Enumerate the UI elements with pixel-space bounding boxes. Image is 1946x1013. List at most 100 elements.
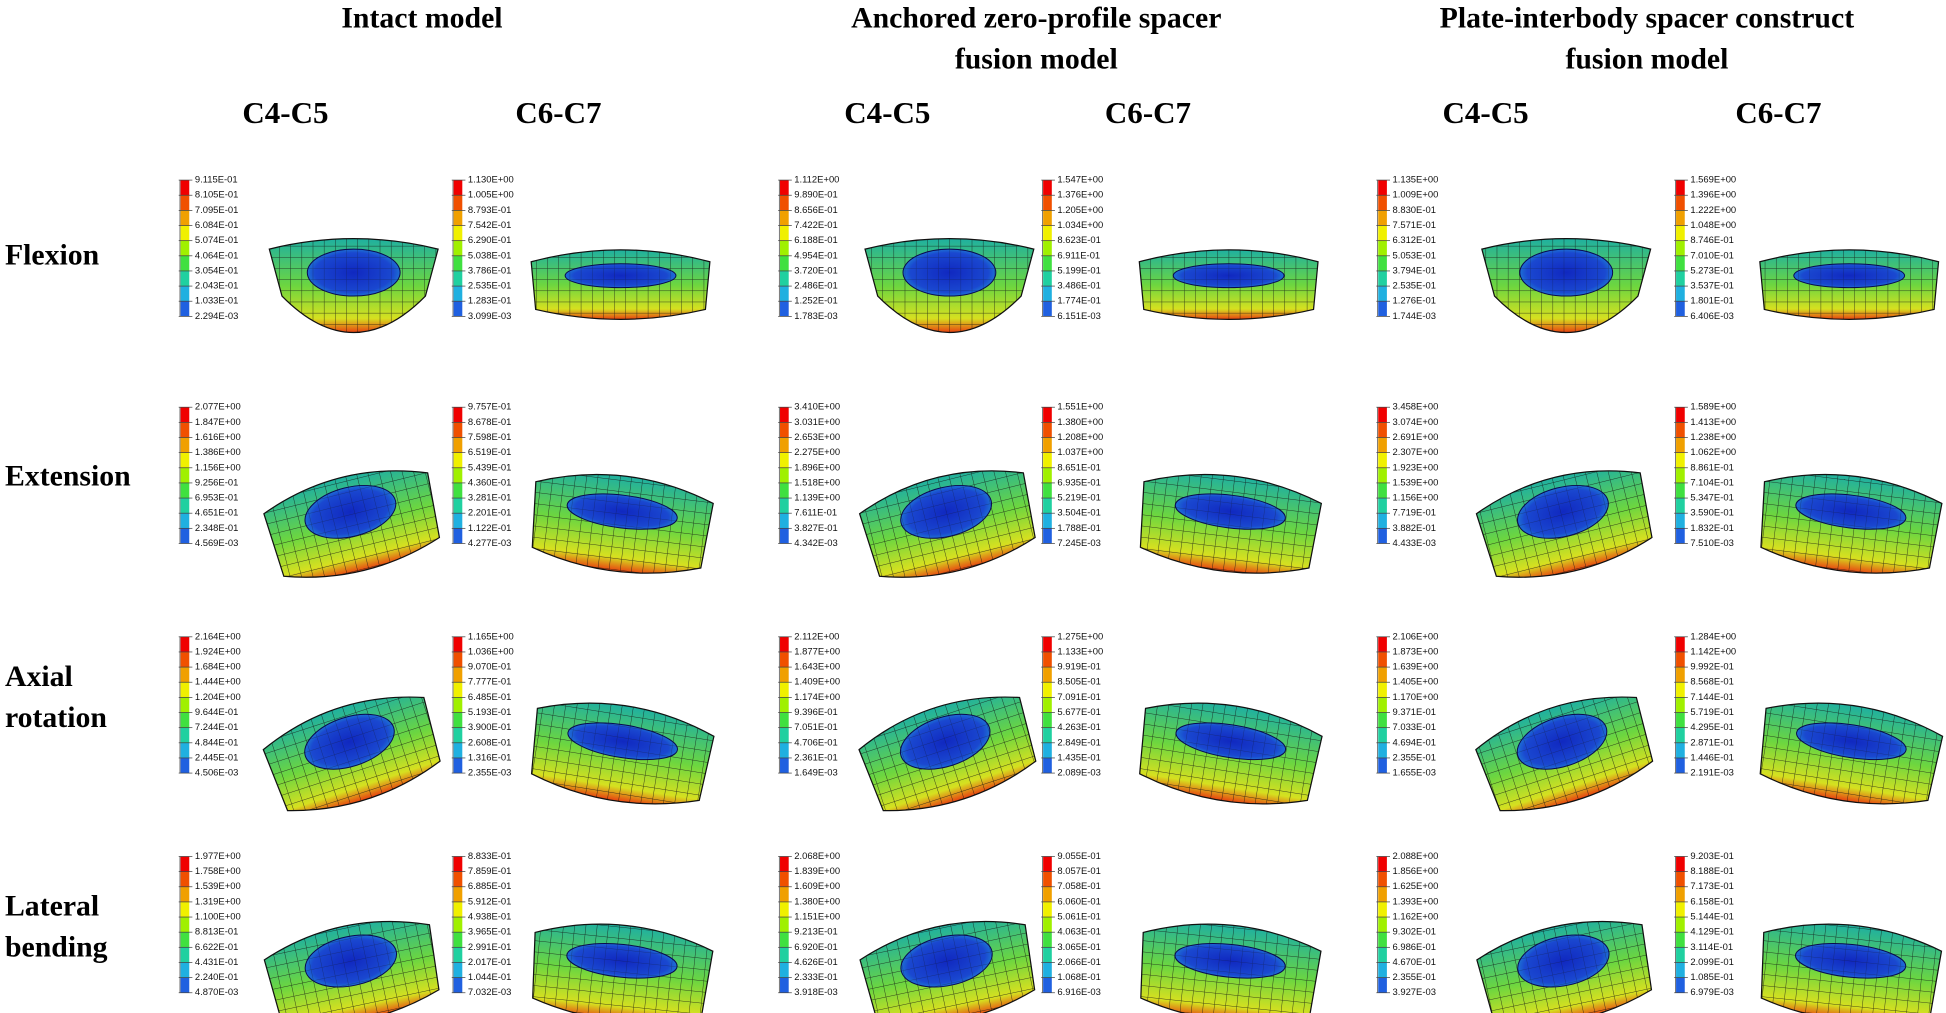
legend-label: 2.653E+00 [794, 431, 840, 442]
legend-swatch [780, 636, 789, 652]
legend-label: 1.316E-01 [468, 751, 511, 762]
legend-label: 1.649E-03 [794, 767, 837, 778]
column-label: C4-C5 [242, 95, 328, 130]
vertebra-mesh [1138, 249, 1319, 320]
legend-swatch [1676, 528, 1685, 544]
contour-panel: 1.112E+00 9.890E-01 8.656E-01 7.422E-01 6.18… [778, 174, 1035, 334]
group-title: Anchored zero-profile spacer [851, 1, 1221, 34]
legend-label: 7.719E-01 [1392, 507, 1435, 518]
legend-label: 2.191E-03 [1690, 767, 1733, 778]
legend-swatch [453, 255, 463, 271]
vertebra-mesh [262, 696, 441, 812]
legend-label: 1.924E+00 [195, 645, 241, 656]
mesh-core-grid [304, 485, 396, 539]
mesh-core-grid [1173, 263, 1285, 288]
legend-swatch [1676, 947, 1685, 963]
legend-label: 7.598E-01 [468, 431, 511, 442]
legend-label: 4.938E-01 [468, 911, 511, 922]
vertebra-mesh [1139, 473, 1323, 574]
legend-label: 8.813E-01 [195, 926, 238, 937]
legend-swatch [180, 225, 190, 241]
legend-label: 1.376E+00 [1057, 189, 1103, 200]
legend-label: 1.655E-03 [1392, 767, 1435, 778]
legend-label: 2.099E-01 [1690, 956, 1733, 967]
vertebra-mesh [1140, 923, 1322, 1013]
legend-swatch [180, 498, 190, 514]
legend-label: 1.744E-03 [1392, 310, 1435, 321]
legend-label: 8.833E-01 [468, 850, 511, 861]
legend-label: 3.281E-01 [468, 492, 511, 503]
legend-swatch [453, 667, 463, 683]
legend-label: 3.590E-01 [1690, 507, 1733, 518]
legend-label: 1.923E+00 [1392, 461, 1438, 472]
legend-label: 9.644E-01 [195, 706, 238, 717]
legend-swatch [780, 886, 789, 902]
legend-swatch [780, 667, 789, 683]
legend-label: 5.074E-01 [195, 234, 238, 245]
group-title: fusion model [1565, 42, 1728, 75]
legend-label: 3.900E-01 [468, 721, 511, 732]
legend-swatch [780, 270, 789, 287]
contour-panel: 2.164E+00 1.924E+00 1.684E+00 1.444E+00 1.20… [178, 630, 441, 812]
legend-label: 5.038E-01 [468, 249, 511, 260]
legend-label: 7.032E-03 [468, 986, 511, 997]
legend-label: 2.089E-03 [1057, 767, 1100, 778]
legend-label: 1.062E+00 [1690, 446, 1736, 457]
contour-panel: 1.130E+00 1.005E+00 8.793E-01 7.542E-01 6.29… [451, 174, 711, 321]
legend-label: 1.758E+00 [195, 865, 241, 876]
legend-label: 3.054E-01 [195, 264, 238, 275]
legend-label: 8.105E-01 [195, 189, 238, 200]
legend-label: 6.188E-01 [794, 234, 837, 245]
legend-label: 2.355E-01 [1392, 971, 1435, 982]
legend-swatch [1043, 856, 1052, 872]
legend-label: 2.691E+00 [1392, 431, 1438, 442]
legend-label: 9.203E-01 [1690, 850, 1733, 861]
legend-label: 6.406E-03 [1690, 310, 1733, 321]
legend-swatch [180, 636, 190, 652]
legend-label: 5.219E-01 [1057, 492, 1100, 503]
legend-swatch [780, 225, 789, 241]
legend-swatch [1378, 742, 1387, 758]
legend-swatch [1378, 856, 1387, 872]
mesh-core-grid [307, 249, 401, 297]
legend-label: 3.114E-01 [1690, 941, 1733, 952]
contour-panel: 1.589E+00 1.413E+00 1.238E+00 1.062E+00 8.86… [1674, 401, 1943, 574]
legend-swatch [1378, 286, 1387, 302]
legend-swatch [1378, 712, 1387, 728]
vertebra-mesh [530, 702, 715, 805]
legend-swatch [780, 727, 789, 743]
legend-swatch [780, 528, 789, 544]
group-title: fusion model [955, 42, 1118, 75]
legend-label: 7.173E-01 [1690, 880, 1733, 891]
legend-swatch [1043, 498, 1052, 514]
legend-label: 8.188E-01 [1690, 865, 1733, 876]
contour-panel: 1.551E+00 1.380E+00 1.208E+00 1.037E+00 8.65… [1041, 401, 1323, 574]
legend-label: 9.302E-01 [1392, 926, 1435, 937]
legend-swatch [1043, 682, 1052, 698]
legend-swatch [453, 437, 463, 453]
legend-swatch [1676, 437, 1685, 453]
legend-swatch [453, 697, 463, 713]
legend-label: 1.684E+00 [195, 661, 241, 672]
legend-swatch [1378, 886, 1387, 902]
legend-label: 6.622E-01 [195, 941, 238, 952]
vertebra-mesh [263, 470, 441, 578]
legend-label: 1.625E+00 [1392, 880, 1438, 891]
legend-label: 8.861E-01 [1690, 461, 1733, 472]
legend-label: 1.238E+00 [1690, 431, 1736, 442]
legend-label: 1.085E-01 [1690, 971, 1733, 982]
legend-swatch [180, 886, 190, 902]
legend-swatch [1676, 977, 1685, 993]
legend-swatch [180, 407, 190, 423]
legend-swatch [780, 856, 789, 872]
legend-swatch [1378, 467, 1387, 483]
legend-swatch [1676, 482, 1685, 499]
legend-label: 2.201E-01 [468, 507, 511, 518]
legend-swatch [1043, 210, 1052, 226]
legend-label: 1.847E+00 [195, 416, 241, 427]
legend-label: 7.542E-01 [468, 219, 511, 230]
legend-swatch [180, 742, 190, 758]
legend-label: 9.115E-01 [195, 174, 238, 185]
legend-swatch [780, 962, 789, 978]
legend-swatch [180, 651, 190, 668]
